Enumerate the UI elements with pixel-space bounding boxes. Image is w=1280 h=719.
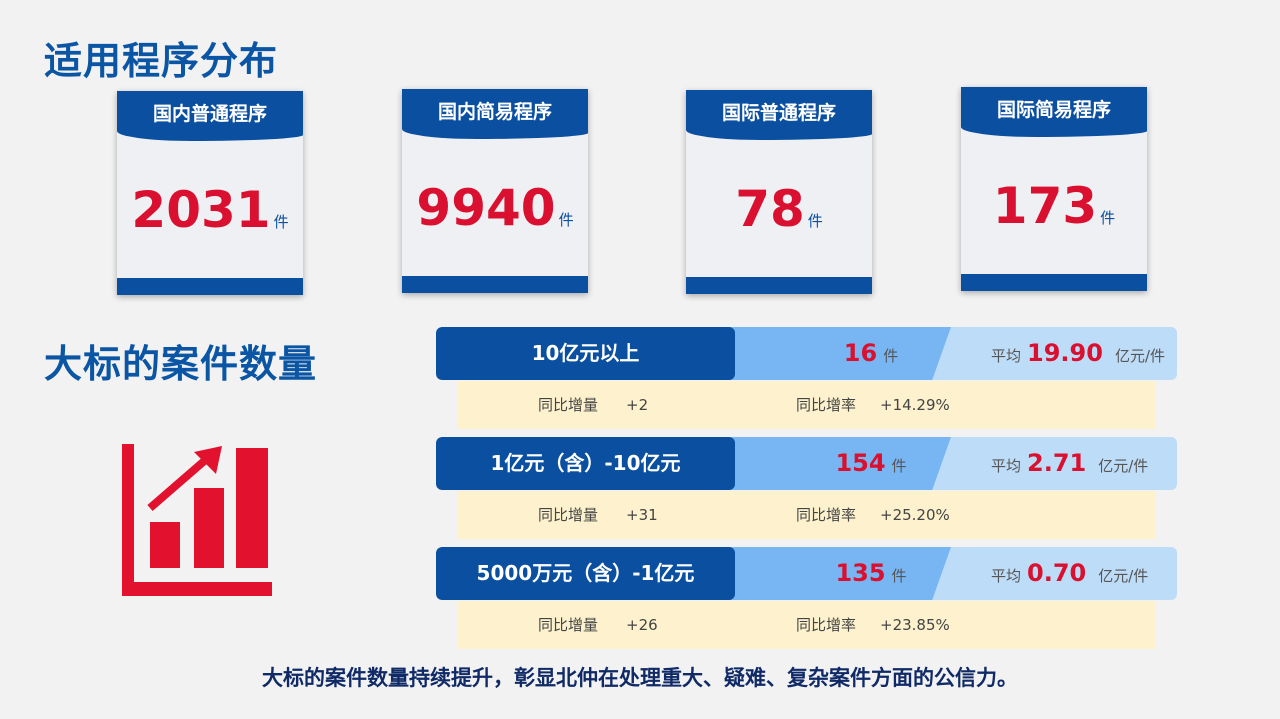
bar-chart-rising-arrow-icon xyxy=(122,444,272,596)
card-label: 国内普通程序 xyxy=(117,91,303,141)
case-count: 16 件 xyxy=(843,339,899,367)
card-domestic-simplified: 国内简易程序 9940 件 xyxy=(402,89,588,293)
card-label: 国际简易程序 xyxy=(961,87,1147,137)
average-value: 平均 0.70 亿元/件 xyxy=(991,559,1149,587)
average-value: 平均 2.71 亿元/件 xyxy=(991,449,1149,477)
section-title-procedures: 适用程序分布 xyxy=(44,39,279,83)
section-title-large-cases: 大标的案件数量 xyxy=(44,342,318,386)
card-value: 173 件 xyxy=(992,177,1116,235)
case-count: 154 件 xyxy=(835,449,907,477)
card-label: 国际普通程序 xyxy=(686,90,872,140)
card-value: 2031 件 xyxy=(131,181,289,239)
range-label: 1亿元（含）-10亿元 xyxy=(436,437,735,490)
card-value: 78 件 xyxy=(735,180,823,238)
case-count: 135 件 xyxy=(835,559,907,587)
card-international-simplified: 国际简易程序 173 件 xyxy=(961,87,1147,291)
card-international-ordinary: 国际普通程序 78 件 xyxy=(686,90,872,294)
range-label: 5000万元（含）-1亿元 xyxy=(436,547,735,600)
footer-statement: 大标的案件数量持续提升，彰显北仲在处理重大、疑难、复杂案件方面的公信力。 xyxy=(262,666,1018,690)
range-row-100m-1b: 1亿元（含）-10亿元 154 件 平均 2.71 亿元/件 xyxy=(436,437,1177,490)
range-label: 10亿元以上 xyxy=(436,327,735,380)
card-value: 9940 件 xyxy=(416,179,574,237)
card-label: 国内简易程序 xyxy=(402,89,588,139)
average-value: 平均 19.90 亿元/件 xyxy=(991,339,1165,367)
range-row-50m-100m: 5000万元（含）-1亿元 135 件 平均 0.70 亿元/件 xyxy=(436,547,1177,600)
range-row-over-1b: 10亿元以上 16 件 平均 19.90 亿元/件 xyxy=(436,327,1177,380)
yoy-row: 同比增量 +26 同比增率 +23.85% xyxy=(458,601,1155,649)
yoy-row: 同比增量 +2 同比增率 +14.29% xyxy=(458,381,1155,429)
yoy-row: 同比增量 +31 同比增率 +25.20% xyxy=(458,491,1155,539)
card-domestic-ordinary: 国内普通程序 2031 件 xyxy=(117,91,303,295)
